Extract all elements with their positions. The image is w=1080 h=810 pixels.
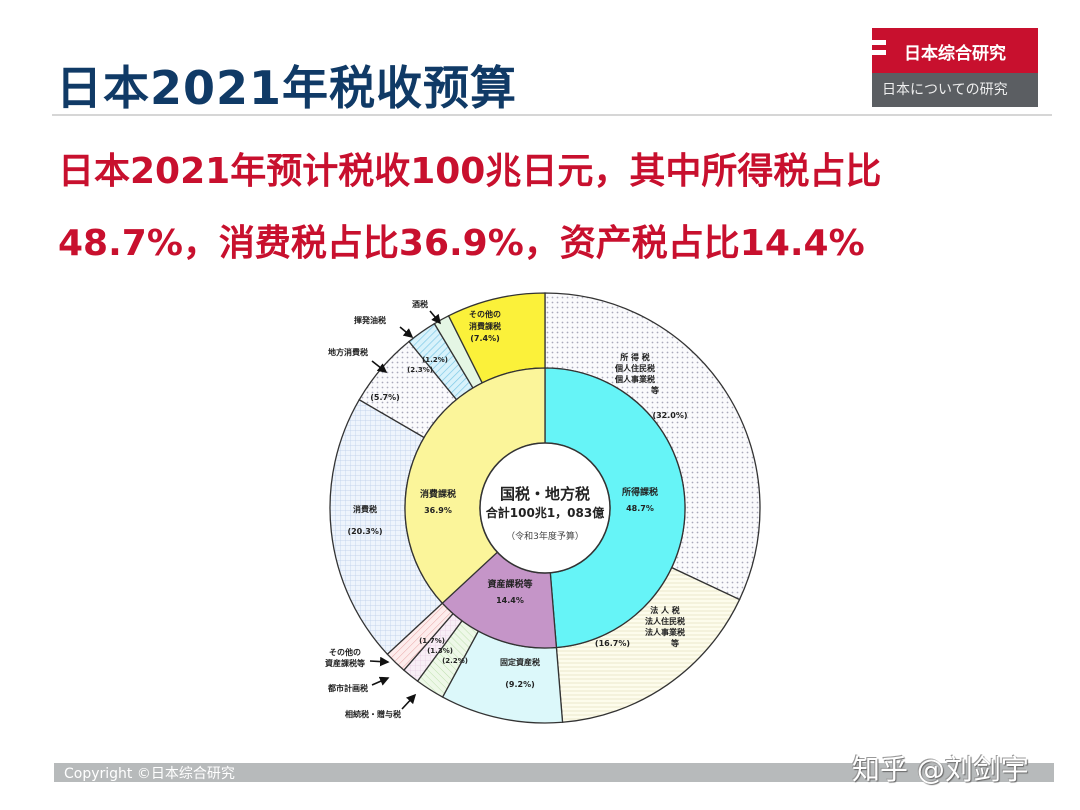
chart-label: 個人住民税 — [614, 363, 655, 373]
chart-label: (2.3%) — [407, 366, 433, 374]
chart-label: 36.9% — [424, 506, 452, 515]
chart-labels: 所得課税 48.7% 資産課税等 14.4% 消費課税 36.9% 所 得 税個人住民税個人… — [325, 299, 688, 719]
chart-label: 等 — [650, 385, 659, 395]
summary-line-2: 48.7%，消费税占比36.9%，资产税占比14.4% — [58, 223, 865, 264]
chart-label: 法人住民税 — [645, 616, 685, 626]
chart-label: 所得課税 — [622, 486, 658, 498]
center-total: 合計100兆1，083億 — [486, 505, 604, 520]
watermark: 知乎 @刘剑宇 — [852, 753, 1029, 786]
chart-label: 揮発油税 — [354, 315, 386, 325]
chart-label: 消費課税 — [469, 321, 501, 331]
copyright-bar: Copyright ©日本综合研究 — [54, 763, 1054, 782]
copyright-text: Copyright ©日本综合研究 — [64, 766, 235, 782]
chart-label: 48.7% — [626, 504, 654, 513]
chart-label: (32.0%) — [652, 411, 687, 420]
logo-sub-text: 日本についての研究 — [872, 73, 1038, 107]
chart-label: 地方消費税 — [328, 347, 368, 357]
chart-label: 14.4% — [496, 596, 524, 605]
chart-label: 法人事業税 — [645, 627, 685, 637]
chart-label: (1.3%) — [427, 647, 453, 655]
center-title: 国税・地方税 — [500, 485, 590, 503]
chart-label: 都市計画税 — [327, 683, 368, 693]
callout-arrow — [369, 656, 390, 667]
center-note: （令和3年度予算） — [506, 530, 584, 542]
chart-label: 消費課税 — [420, 488, 456, 500]
chart-label: (2.2%) — [442, 657, 468, 665]
chart-label: 資産課税等 — [325, 658, 365, 668]
page-title: 日本2021年税收预算 — [56, 61, 518, 115]
chart-label: (5.7%) — [370, 393, 400, 402]
center-hole — [479, 442, 611, 574]
chart-label: (20.3%) — [347, 527, 382, 536]
chart-label: 資産課税等 — [487, 578, 532, 590]
chart-label: 固定資産税 — [500, 657, 540, 667]
chart-label: (9.2%) — [505, 680, 535, 689]
chart-label: 消費税 — [353, 504, 377, 514]
logo-main-text: 日本综合研究 — [904, 44, 1006, 64]
chart-label: 相続税・贈与税 — [345, 709, 401, 719]
chart-label: 所 得 税 — [619, 352, 650, 362]
chart-label: その他の — [329, 647, 361, 657]
chart-label: (7.4%) — [470, 334, 500, 343]
chart-rings — [329, 292, 761, 724]
chart-label: その他の — [469, 309, 501, 319]
brand-logo: 日本综合研究 日本についての研究 — [872, 28, 1038, 107]
callout-arrow — [401, 693, 417, 710]
summary-line-1: 日本2021年预计税收100兆日元，其中所得税占比 — [58, 151, 882, 192]
callout-arrow — [399, 326, 414, 339]
logo-bars-icon — [872, 40, 886, 60]
callout-arrow — [429, 310, 442, 325]
chart-label: (1.7%) — [419, 637, 445, 645]
callout-arrow — [371, 360, 388, 373]
chart-label: 法 人 税 — [650, 605, 680, 615]
chart-label: (16.7%) — [595, 639, 630, 648]
chart-label: 酒税 — [412, 299, 428, 309]
chart-label: (1.2%) — [422, 356, 448, 364]
chart-label: 等 — [670, 638, 679, 648]
title-divider — [52, 114, 1052, 116]
callout-arrow — [371, 676, 390, 686]
chart-label: 個人事業税 — [614, 374, 655, 384]
logo-banner: 日本综合研究 — [872, 28, 1038, 73]
tax-donut-chart: 所得課税 48.7% 資産課税等 14.4% 消費課税 36.9% 所 得 税個人住民税個人… — [325, 292, 761, 724]
